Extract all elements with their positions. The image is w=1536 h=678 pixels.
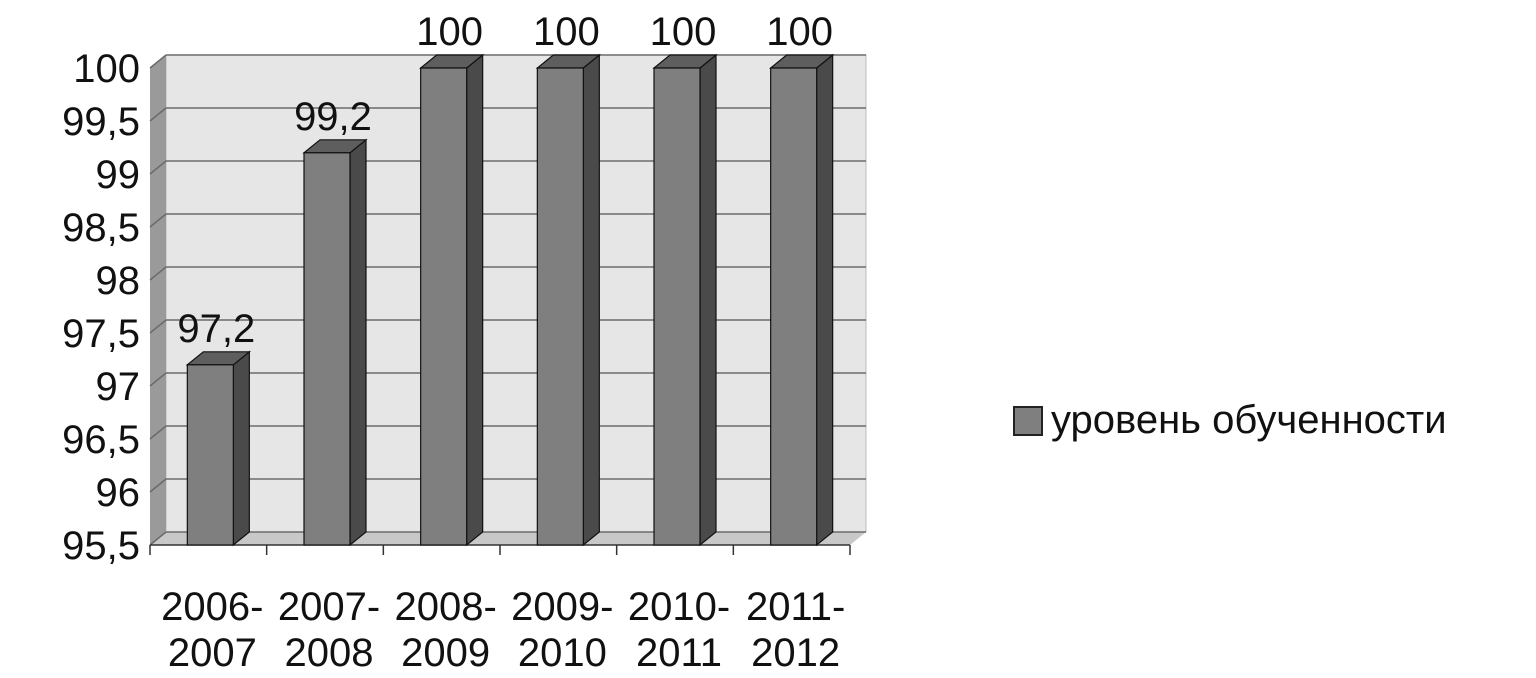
gridline-depth — [149, 372, 167, 387]
bar — [418, 53, 485, 547]
bar — [302, 138, 368, 547]
gridline-depth — [149, 54, 167, 69]
y-tick-label: 97 — [96, 365, 141, 409]
bar-front — [303, 152, 351, 546]
bar-side — [232, 350, 250, 547]
gridline-depth — [149, 478, 167, 493]
side-wall — [150, 55, 166, 545]
x-tick-label: 2008-2009 — [395, 585, 497, 675]
floor — [150, 532, 866, 545]
bar — [652, 53, 718, 547]
x-tick-label-line: 2008 — [285, 631, 374, 675]
x-tick-label: 2010-2011 — [628, 585, 730, 675]
x-axis-labels: 2006-20072007-20082008-20092009-20102010… — [161, 585, 845, 675]
bar-front — [536, 67, 584, 546]
x-tick-label-line: 2007- — [278, 585, 380, 629]
gridline-depth — [149, 531, 167, 546]
y-axis-labels: 95,5 96 96,5 97 97,5 98 98,5 99 99,5 100 — [62, 47, 140, 568]
x-tick-label-line: 2010- — [628, 585, 730, 629]
x-tick-label-line: 2011 — [636, 631, 722, 675]
x-tick-label-line: 2011- — [746, 585, 845, 629]
data-label: 100 — [533, 10, 600, 54]
y-tick-label: 95,5 — [62, 524, 140, 568]
bar-front — [186, 364, 234, 546]
x-tick-label-line: 2009 — [401, 631, 490, 675]
bar — [535, 53, 602, 547]
bar-front — [420, 67, 468, 546]
y-tick-label: 96 — [96, 471, 141, 515]
data-label: 100 — [416, 10, 483, 54]
y-tick-label: 99,5 — [62, 100, 140, 144]
gridline-depth — [149, 425, 167, 440]
x-tick-label-line: 2010 — [518, 631, 607, 675]
x-tick-label: 2011-2012 — [746, 585, 845, 675]
y-tick-label: 98 — [96, 259, 141, 303]
data-labels: 97,2 99,2 100 100 100 100 — [177, 10, 833, 351]
x-tick-label-line: 2009- — [511, 585, 613, 629]
data-label: 99,2 — [294, 95, 372, 139]
gridline-depth — [149, 107, 167, 122]
bar-front — [653, 67, 701, 546]
bars — [185, 53, 835, 547]
data-label: 97,2 — [177, 307, 255, 351]
x-tick-label: 2007-2008 — [278, 585, 380, 675]
x-tick-label-line: 2006- — [161, 585, 263, 629]
x-tick-label-line: 2012 — [751, 631, 840, 675]
bar-side — [466, 53, 484, 547]
y-tick-label: 99 — [96, 153, 141, 197]
x-tick-label: 2009-2010 — [511, 585, 613, 675]
data-label: 100 — [650, 10, 717, 54]
bar — [768, 53, 835, 547]
y-tick-label: 98,5 — [62, 206, 140, 250]
gridline-depth — [149, 213, 167, 228]
data-label: 100 — [766, 10, 833, 54]
bar-side — [582, 53, 600, 547]
y-tick-label: 100 — [73, 47, 140, 91]
y-tick-label: 96,5 — [62, 418, 140, 462]
gridline-depth — [149, 319, 167, 334]
legend-swatch — [1013, 405, 1043, 436]
bar-side — [699, 53, 717, 547]
bar-side — [816, 53, 834, 547]
bar — [185, 350, 252, 547]
legend-label: уровень обученности — [1051, 398, 1447, 442]
back-wall — [165, 54, 867, 533]
chart-walls — [150, 54, 867, 545]
x-tick-label-line: 2007 — [168, 631, 257, 675]
bar-side — [349, 138, 367, 547]
legend: уровень обученности — [1013, 398, 1447, 443]
gridline-depth — [149, 160, 167, 175]
x-tick-label-line: 2008- — [395, 585, 497, 629]
y-tick-label: 97,5 — [62, 312, 140, 356]
gridlines — [149, 54, 866, 555]
x-tick-label: 2006-2007 — [161, 585, 263, 675]
gridline-depth — [149, 266, 167, 281]
bar-front — [770, 67, 818, 546]
